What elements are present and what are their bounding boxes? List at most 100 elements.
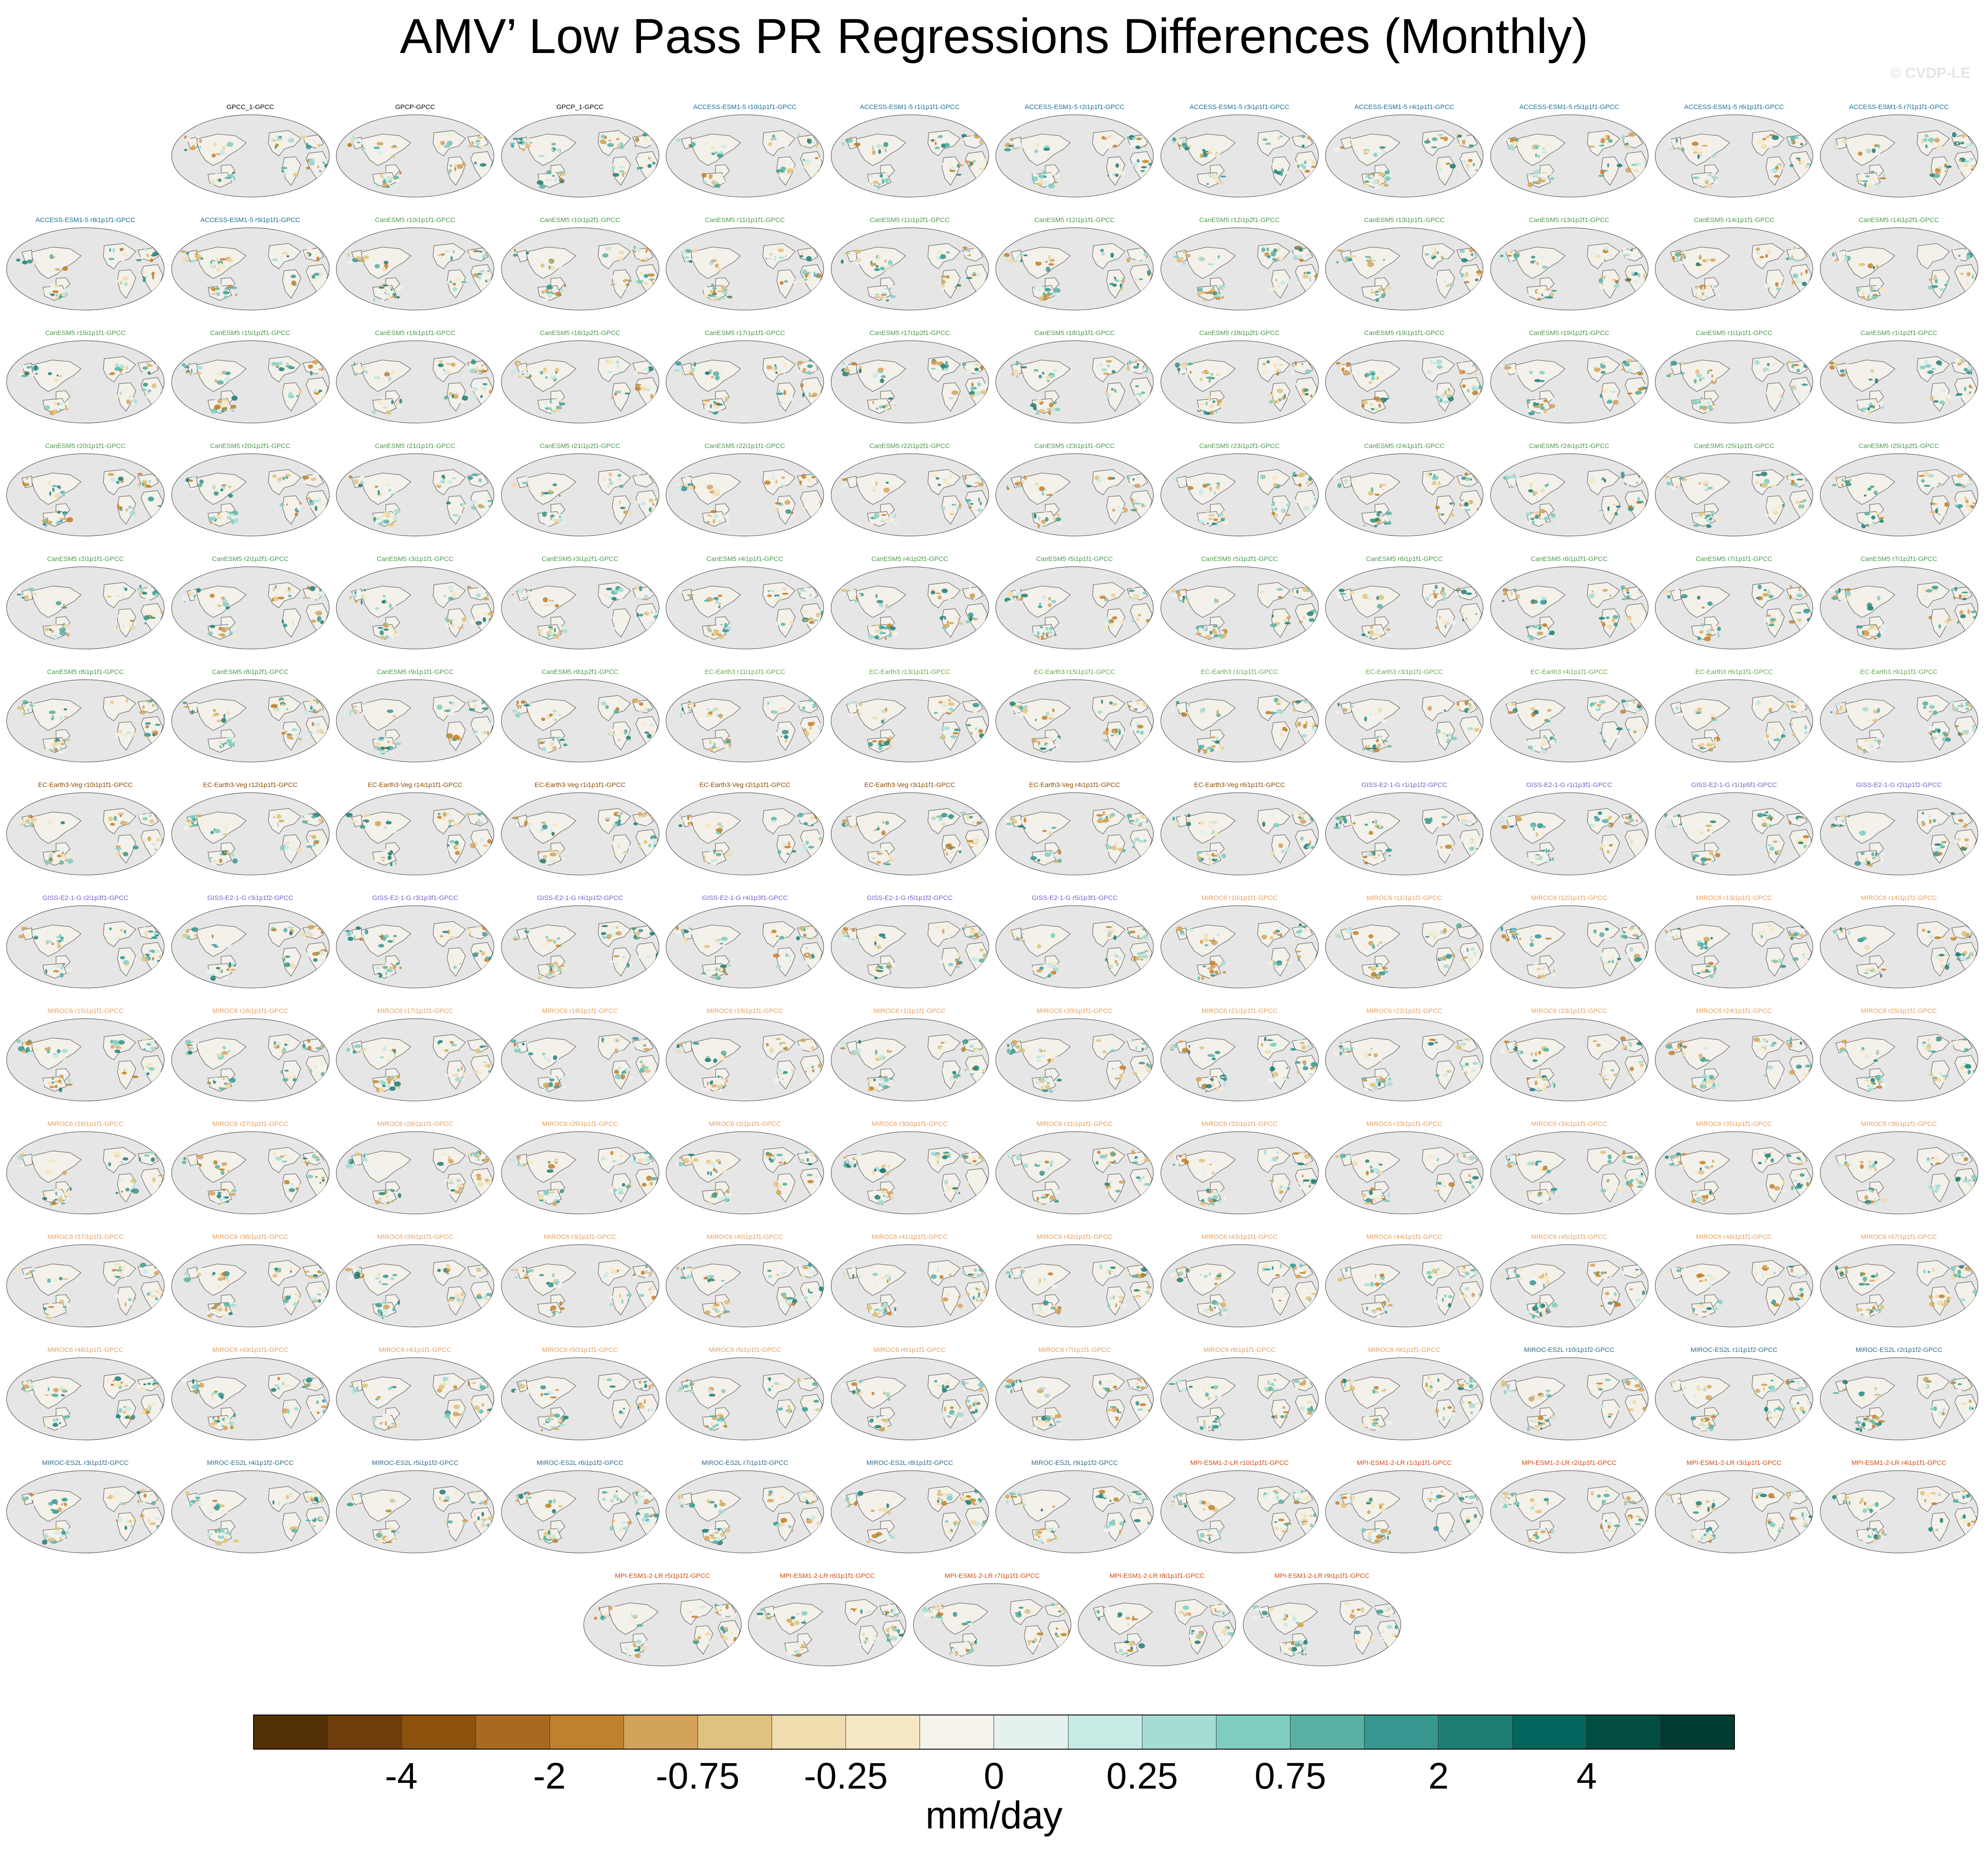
anomaly-patch: [1841, 254, 1843, 258]
anomaly-patch: [1958, 159, 1961, 162]
anomaly-patch: [383, 628, 389, 631]
anomaly-patch: [650, 394, 653, 399]
continent-outline: [195, 586, 247, 618]
anomaly-patch: [1378, 183, 1381, 189]
anomaly-patch: [27, 591, 31, 593]
robinson-map: [666, 114, 824, 198]
anomaly-patch: [1438, 510, 1440, 513]
anomaly-patch: [363, 595, 368, 600]
anomaly-patch: [719, 155, 723, 157]
anomaly-patch: [398, 519, 401, 523]
anomaly-patch: [1537, 520, 1540, 525]
anomaly-patch: [518, 141, 523, 144]
anomaly-patch: [155, 593, 159, 597]
anomaly-patch: [222, 406, 225, 411]
robinson-map: [666, 227, 824, 311]
anomaly-patch: [803, 165, 805, 170]
anomaly-patch: [190, 364, 195, 366]
anomaly-patch: [154, 585, 161, 589]
anomaly-patch: [678, 250, 680, 253]
anomaly-patch: [1004, 253, 1010, 257]
anomaly-patch: [1796, 593, 1803, 598]
anomaly-patch: [1837, 483, 1840, 486]
anomaly-patch: [1593, 585, 1600, 590]
anomaly-patch: [1385, 286, 1388, 290]
anomaly-patch: [1864, 512, 1870, 516]
panel-label: ACCESS-ESM1-5 r7i1p1f1-GPCC: [1849, 103, 1949, 111]
anomaly-patch: [1765, 391, 1766, 395]
anomaly-patch: [1435, 505, 1440, 509]
anomaly-patch: [1435, 395, 1441, 399]
anomaly-patch: [806, 256, 812, 261]
anomaly-patch: [1377, 627, 1382, 629]
anomaly-patch: [277, 480, 280, 483]
anomaly-patch: [199, 479, 204, 484]
anomaly-patch: [964, 160, 970, 164]
anomaly-patch: [63, 708, 67, 711]
anomaly-patch: [713, 488, 720, 493]
anomaly-patch: [1434, 247, 1437, 251]
anomaly-patch: [603, 586, 607, 588]
anomaly-patch: [1096, 365, 1100, 370]
anomaly-patch: [1016, 374, 1019, 378]
anomaly-patch: [1473, 254, 1476, 258]
anomaly-patch: [282, 476, 285, 480]
anomaly-patch: [546, 524, 550, 526]
anomaly-patch: [1367, 260, 1372, 263]
anomaly-patch: [1667, 595, 1671, 599]
anomaly-patch: [1216, 370, 1218, 374]
anomaly-patch: [132, 397, 134, 401]
robinson-map: [1325, 114, 1484, 198]
anomaly-patch: [1435, 590, 1438, 594]
anomaly-patch: [1043, 402, 1049, 405]
anomaly-patch: [1128, 370, 1134, 374]
anomaly-patch: [56, 601, 62, 606]
anomaly-patch: [54, 487, 60, 492]
anomaly-patch: [474, 161, 477, 165]
anomaly-patch: [716, 626, 720, 629]
anomaly-patch: [882, 297, 887, 301]
map-panel: CanESM5 r13i1p1f1-GPCC: [1323, 216, 1485, 330]
anomaly-patch: [1436, 360, 1443, 365]
anomaly-patch: [646, 501, 651, 504]
anomaly-patch: [1465, 477, 1470, 481]
anomaly-patch: [516, 363, 520, 365]
continent-outline: [1175, 476, 1187, 488]
anomaly-patch: [221, 484, 226, 486]
anomaly-patch: [1053, 181, 1058, 183]
anomaly-patch: [1674, 587, 1678, 593]
anomaly-patch: [1944, 170, 1946, 172]
anomaly-patch: [713, 401, 716, 404]
anomaly-patch: [881, 289, 888, 291]
anomaly-patch: [1347, 258, 1352, 261]
anomaly-patch: [373, 517, 377, 522]
anomaly-patch: [1383, 289, 1386, 292]
anomaly-patch: [285, 505, 288, 509]
anomaly-patch: [888, 260, 892, 265]
anomaly-patch: [1148, 394, 1151, 399]
anomaly-patch: [1607, 506, 1610, 512]
anomaly-patch: [1333, 147, 1339, 152]
anomaly-patch: [868, 624, 871, 629]
anomaly-patch: [1868, 378, 1873, 381]
anomaly-patch: [486, 157, 491, 161]
anomaly-patch: [374, 375, 380, 379]
anomaly-patch: [1444, 279, 1446, 283]
ocean-background: [830, 566, 989, 649]
anomaly-patch: [1633, 280, 1638, 283]
anomaly-patch: [1436, 365, 1443, 369]
anomaly-patch: [972, 272, 976, 275]
anomaly-patch: [878, 634, 882, 637]
anomaly-patch: [49, 634, 53, 637]
anomaly-patch: [63, 288, 68, 293]
anomaly-patch: [1015, 589, 1020, 591]
anomaly-patch: [1601, 477, 1605, 481]
anomaly-patch: [1007, 258, 1011, 261]
anomaly-patch: [683, 141, 691, 143]
anomaly-patch: [558, 606, 561, 609]
land-layer: [1336, 356, 1482, 414]
anomaly-patch: [555, 371, 557, 374]
anomaly-patch: [451, 477, 457, 480]
anomaly-patch: [129, 511, 136, 516]
anomaly-patch: [1273, 363, 1277, 368]
